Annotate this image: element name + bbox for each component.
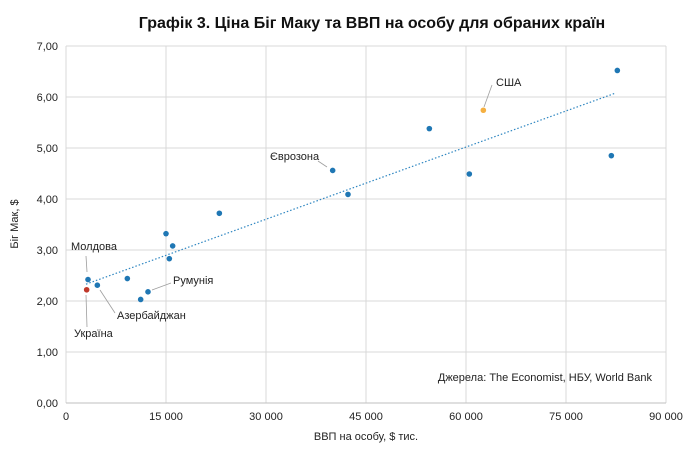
y-tick-label: 0,00 bbox=[37, 398, 58, 410]
x-tick-label: 30 000 bbox=[249, 411, 283, 423]
annotation-leader bbox=[317, 160, 328, 168]
point-label: Азербайджан bbox=[117, 310, 186, 322]
x-tick-label: 45 000 bbox=[349, 411, 383, 423]
x-axis-label: ВВП на особу, $ тис. bbox=[314, 431, 418, 443]
y-tick-label: 6,00 bbox=[37, 92, 58, 104]
data-point bbox=[345, 191, 351, 198]
data-point bbox=[163, 230, 169, 237]
y-tick-label: 2,00 bbox=[37, 296, 58, 308]
x-tick-label: 0 bbox=[63, 411, 69, 423]
data-point bbox=[426, 125, 433, 132]
data-point bbox=[480, 107, 487, 114]
data-point bbox=[329, 167, 336, 174]
data-point bbox=[145, 289, 151, 295]
x-tick-label: 60 000 bbox=[449, 411, 483, 423]
annotation-leader bbox=[99, 289, 116, 314]
data-point bbox=[466, 171, 473, 177]
x-tick-label: 75 000 bbox=[549, 411, 583, 423]
data-point bbox=[85, 276, 91, 283]
source-note: Джерела: The Economist, НБУ, World Bank bbox=[438, 372, 653, 384]
y-tick-label: 3,00 bbox=[37, 245, 58, 257]
data-point bbox=[166, 255, 173, 262]
data-point bbox=[124, 275, 131, 282]
trendline bbox=[85, 92, 617, 285]
annotation-leader bbox=[151, 282, 172, 291]
annotation-leader bbox=[85, 255, 88, 273]
y-axis-label: Біг Мак, $ bbox=[9, 199, 21, 248]
point-label: Румунія bbox=[173, 275, 213, 287]
data-point bbox=[83, 286, 90, 293]
point-label: Молдова bbox=[71, 241, 118, 253]
annotation-leader bbox=[85, 294, 88, 328]
point-label: Єврозона bbox=[270, 151, 320, 163]
y-tick-label: 4,00 bbox=[37, 194, 58, 206]
point-label: США bbox=[496, 77, 522, 89]
data-point bbox=[137, 296, 144, 303]
data-point bbox=[614, 67, 621, 74]
x-tick-label: 90 000 bbox=[649, 411, 683, 423]
annotation-leader bbox=[483, 84, 493, 108]
data-point bbox=[94, 282, 101, 288]
data-point bbox=[216, 210, 223, 217]
y-tick-label: 5,00 bbox=[37, 143, 58, 155]
x-tick-label: 15 000 bbox=[149, 411, 183, 423]
data-point bbox=[169, 243, 176, 249]
data-point bbox=[608, 152, 615, 159]
point-label: Україна bbox=[74, 328, 114, 340]
chart-title: Графік 3. Ціна Біг Маку та ВВП на особу … bbox=[139, 15, 605, 32]
y-tick-label: 7,00 bbox=[37, 41, 58, 53]
y-tick-label: 1,00 bbox=[37, 347, 58, 359]
